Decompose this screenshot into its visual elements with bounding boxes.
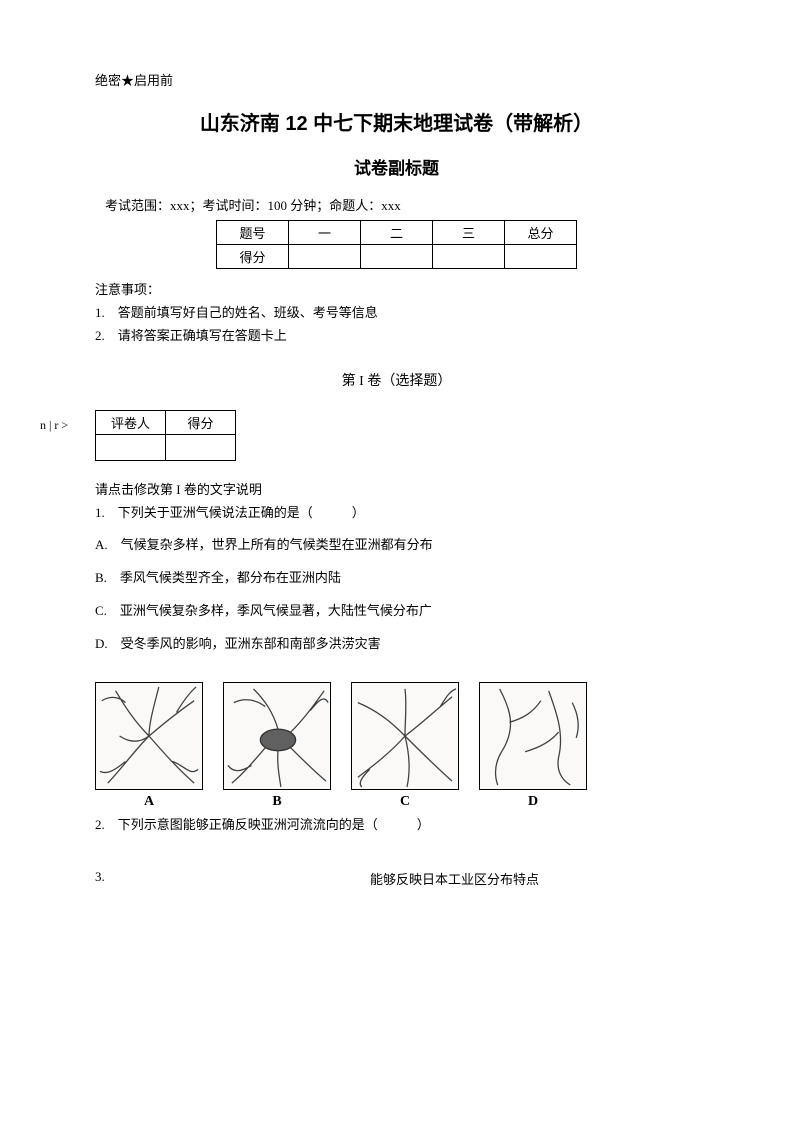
score-row2-1 <box>289 245 361 269</box>
score-table: 题号 一 二 三 总分 得分 <box>216 220 577 269</box>
grader-table: 评卷人 得分 <box>95 410 236 461</box>
section-title: 第 I 卷（选择题） <box>95 370 698 390</box>
question-2: 2. 下列示意图能够正确反映亚洲河流流向的是（ ） <box>95 814 698 833</box>
notice-item-1: 1. 答题前填写好自己的姓名、班级、考号等信息 <box>95 302 698 321</box>
score-header-0: 题号 <box>217 221 289 245</box>
river-diagram-c <box>351 682 459 790</box>
diagram-label-b: B <box>272 794 281 810</box>
edit-hint: 请点击修改第 I 卷的文字说明 <box>95 479 698 498</box>
sub-title: 试卷副标题 <box>95 154 698 179</box>
river-diagram-b <box>223 682 331 790</box>
grader-header-0: 评卷人 <box>96 411 166 435</box>
notice-item-2: 2. 请将答案正确填写在答题卡上 <box>95 325 698 344</box>
exam-info: 考试范围：xxx；考试时间：100 分钟；命题人：xxx <box>105 195 698 214</box>
score-header-1: 一 <box>289 221 361 245</box>
notice-list: 1. 答题前填写好自己的姓名、班级、考号等信息 2. 请将答案正确填写在答题卡上 <box>95 302 698 344</box>
score-row2-2 <box>361 245 433 269</box>
score-row2-3 <box>433 245 505 269</box>
grader-header-1: 得分 <box>166 411 236 435</box>
vertical-bar: n | r > <box>40 418 68 433</box>
q1-option-c: C. 亚洲气候复杂多样，季风气候显著，大陆性气候分布广 <box>95 600 698 619</box>
q1-option-b: B. 季风气候类型齐全，都分布在亚洲内陆 <box>95 567 698 586</box>
score-header-2: 二 <box>361 221 433 245</box>
diagram-c: C <box>351 682 459 810</box>
grader-row: n | r > 评卷人 得分 <box>95 410 698 461</box>
diagram-label-c: C <box>400 794 410 810</box>
diagram-row: A B C <box>95 682 698 810</box>
q3-text: 能够反映日本工业区分布特点 <box>370 869 539 888</box>
q3-number: 3. <box>95 869 115 888</box>
q1-option-d: D. 受冬季风的影响，亚洲东部和南部多洪涝灾害 <box>95 633 698 652</box>
question-1-stem: 1. 下列关于亚洲气候说法正确的是（ ） <box>95 502 698 524</box>
grader-cell-1 <box>166 435 236 461</box>
river-diagram-d <box>479 682 587 790</box>
notice-title: 注意事项： <box>95 279 698 298</box>
confidential-label: 绝密★启用前 <box>95 70 698 89</box>
q1-option-a: A. 气候复杂多样，世界上所有的气候类型在亚洲都有分布 <box>95 534 698 553</box>
diagram-label-d: D <box>528 794 538 810</box>
score-header-3: 三 <box>433 221 505 245</box>
score-row2-4 <box>505 245 577 269</box>
question-3: 3. 能够反映日本工业区分布特点 <box>95 869 698 888</box>
diagram-d: D <box>479 682 587 810</box>
diagram-a: A <box>95 682 203 810</box>
score-row2-0: 得分 <box>217 245 289 269</box>
diagram-b: B <box>223 682 331 810</box>
score-header-4: 总分 <box>505 221 577 245</box>
question-1-options: A. 气候复杂多样，世界上所有的气候类型在亚洲都有分布 B. 季风气候类型齐全，… <box>95 534 698 652</box>
river-diagram-a <box>95 682 203 790</box>
diagram-label-a: A <box>144 794 154 810</box>
main-title: 山东济南 12 中七下期末地理试卷（带解析） <box>95 107 698 136</box>
grader-cell-0 <box>96 435 166 461</box>
